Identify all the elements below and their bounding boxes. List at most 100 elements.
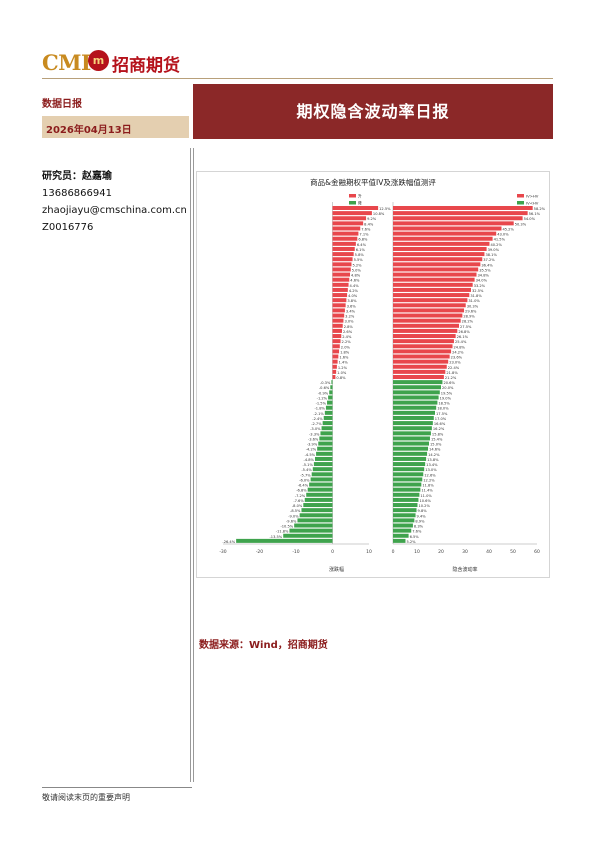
data-label: 26.8% <box>458 330 470 334</box>
bar <box>393 211 528 216</box>
x-tick-label: 40 <box>486 549 492 555</box>
data-label: 8.4% <box>364 222 374 226</box>
bar <box>393 287 471 292</box>
bar <box>393 400 438 405</box>
bar <box>323 415 333 420</box>
bar <box>330 385 333 390</box>
bar <box>332 257 353 262</box>
report-date: 2026年04月13日 <box>46 125 132 136</box>
data-label: 23.0% <box>449 361 461 365</box>
bar <box>393 446 429 451</box>
data-label: -6.4% <box>298 484 309 488</box>
footer-divider <box>42 787 192 788</box>
iv-chart: 商品&金融期权平值IV及涨跌幅值测评 12.5% 10.8% 9.2% 8.4% 7.6… <box>196 171 550 578</box>
x-tick-label: 10 <box>366 549 372 555</box>
bar <box>393 508 417 513</box>
x-tick-label: 60 <box>534 549 540 555</box>
data-label: 33.2% <box>474 284 486 288</box>
bar <box>332 349 340 354</box>
data-label: 19.5% <box>441 391 453 395</box>
data-label: 1.4% <box>339 361 349 365</box>
bar <box>393 375 444 379</box>
data-label: 20.0% <box>442 386 454 390</box>
bar <box>393 523 413 528</box>
data-label: 54.0% <box>524 217 536 221</box>
bar <box>393 339 454 344</box>
legend-swatch <box>349 194 356 198</box>
bar <box>332 375 336 379</box>
bar <box>332 226 361 231</box>
bar <box>393 246 487 251</box>
bar <box>317 446 333 451</box>
data-label: 11.8% <box>422 484 434 488</box>
data-label: 39.0% <box>488 248 500 252</box>
bar <box>332 246 355 251</box>
bar <box>393 405 437 410</box>
bar <box>393 262 481 267</box>
author-email[interactable]: zhaojiayu@cmschina.com.cn <box>42 205 187 216</box>
legend-entry: IV>HV <box>526 194 539 199</box>
change-panel: 12.5%10.8%9.2%8.4%7.6%7.1%6.8%6.4%6.1%5.… <box>219 194 391 574</box>
header-divider <box>42 78 553 79</box>
bar <box>332 298 347 303</box>
iv-panel: 58.2%56.1%54.0%50.3%45.2% 43.0%41.5%40.2%… <box>392 194 546 574</box>
bar <box>320 431 333 436</box>
data-label: -1.5% <box>316 402 327 406</box>
bar <box>332 328 342 333</box>
data-label: 13.8% <box>427 458 439 462</box>
data-label: 6.8% <box>358 238 368 242</box>
data-label: 5.8% <box>355 253 365 257</box>
data-label: 5.5% <box>354 258 364 262</box>
bar <box>393 328 458 333</box>
data-label: 3.0% <box>344 320 354 324</box>
column-divider-2 <box>193 148 194 782</box>
data-label: 30.3% <box>467 304 479 308</box>
data-label: 6.1% <box>356 248 366 252</box>
bar <box>393 252 485 257</box>
bar <box>301 508 333 513</box>
bar <box>332 313 345 318</box>
data-label: 23.6% <box>451 356 463 360</box>
bar <box>318 441 333 446</box>
data-label: 8.3% <box>414 525 424 529</box>
title-bar: 期权隐含波动率日报 <box>193 84 553 139</box>
data-label: -6.0% <box>299 478 310 482</box>
bar <box>236 538 333 543</box>
data-label: 50.3% <box>515 222 527 226</box>
bar <box>393 477 423 482</box>
bar <box>393 364 447 369</box>
bar <box>313 462 333 467</box>
data-label: 0.8% <box>336 376 346 380</box>
bar <box>332 293 348 298</box>
bar <box>321 426 333 431</box>
bar <box>393 313 463 318</box>
data-label: 6.5% <box>410 535 420 539</box>
bar <box>332 287 348 292</box>
bar <box>329 390 333 395</box>
iv-chart-svg: 商品&金融期权平值IV及涨跌幅值测评 12.5%10.8%9.2%8.4%7.6… <box>219 177 546 574</box>
bar <box>332 267 351 272</box>
bar <box>312 467 333 472</box>
bar <box>393 497 419 502</box>
bar <box>393 318 461 323</box>
legend-entry: 降 <box>358 201 362 206</box>
data-label: -2.1% <box>313 412 324 416</box>
bar <box>393 441 429 446</box>
x-tick-label: 10 <box>414 549 420 555</box>
data-label: -13.5% <box>270 535 283 539</box>
bar <box>393 390 440 395</box>
bar <box>332 359 338 364</box>
data-label: -1.8% <box>314 407 325 411</box>
bar <box>332 303 346 308</box>
bar <box>393 415 434 420</box>
x-tick-label: 30 <box>462 549 468 555</box>
bar <box>309 482 333 487</box>
bar <box>393 380 443 385</box>
data-label: -2.7% <box>311 422 322 426</box>
x-tick-label: 0 <box>392 549 395 555</box>
bar <box>332 231 359 236</box>
data-label: -3.0% <box>310 427 321 431</box>
data-label: 5.0% <box>352 268 362 272</box>
data-label: -3.9% <box>307 443 318 447</box>
bar <box>316 451 333 456</box>
